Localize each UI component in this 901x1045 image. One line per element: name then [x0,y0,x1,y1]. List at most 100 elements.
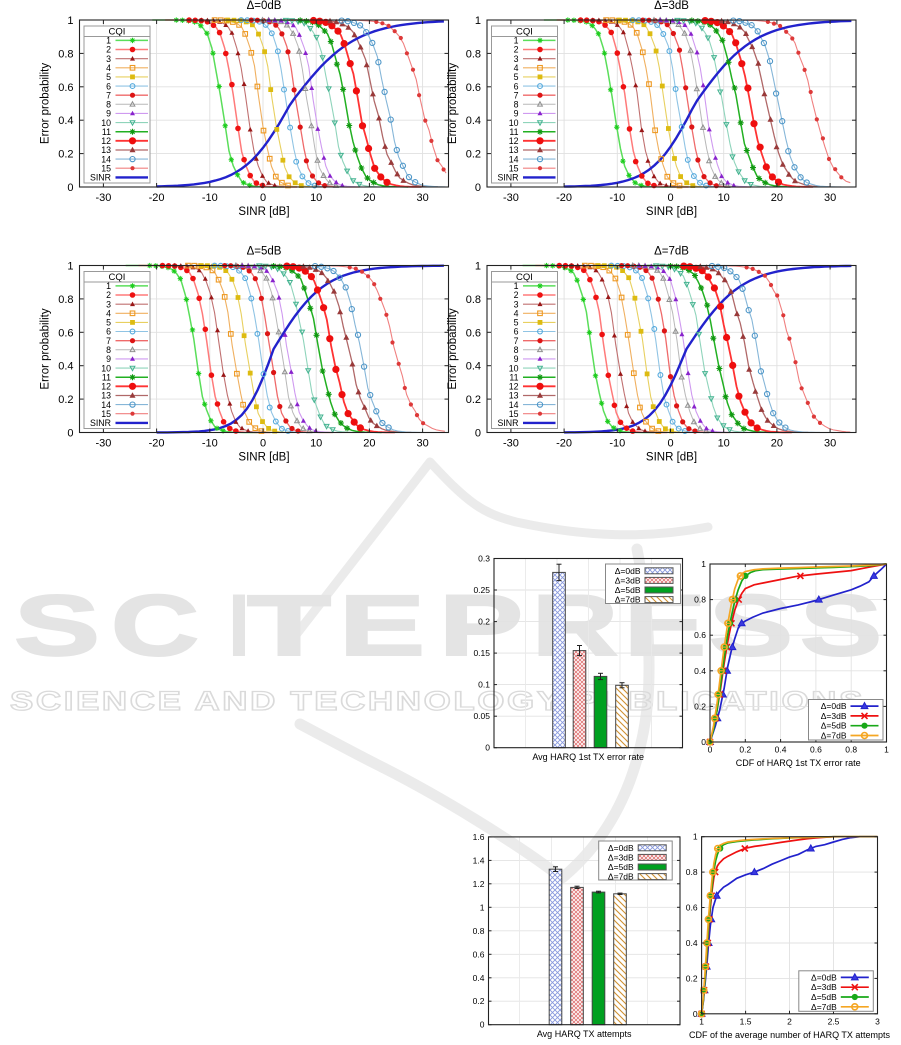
svg-text:-20: -20 [149,438,165,450]
svg-text:15: 15 [101,409,111,419]
svg-text:1: 1 [475,261,481,273]
svg-text:10: 10 [310,192,322,204]
svg-text:1.6: 1.6 [473,832,485,842]
svg-text:Δ=5dB: Δ=5dB [821,721,847,731]
svg-text:Δ=0dB: Δ=0dB [247,0,282,12]
svg-text:12: 12 [509,382,519,392]
svg-text:0.4: 0.4 [775,745,787,755]
svg-text:3: 3 [875,1016,880,1026]
svg-text:11: 11 [509,372,518,382]
svg-text:CQI: CQI [109,27,126,38]
svg-text:Avg HARQ 1st TX error rate: Avg HARQ 1st TX error rate [532,752,644,762]
svg-text:10: 10 [718,192,730,204]
svg-text:0.4: 0.4 [58,361,73,373]
svg-text:-10: -10 [609,192,625,204]
svg-text:1: 1 [514,281,519,291]
svg-text:0.8: 0.8 [845,745,857,755]
svg-text:Δ=7dB: Δ=7dB [811,1002,837,1012]
svg-text:1.4: 1.4 [473,855,485,865]
svg-text:6: 6 [106,81,111,91]
svg-text:8: 8 [106,345,111,355]
svg-text:2: 2 [106,45,111,55]
svg-text:0.2: 0.2 [739,745,751,755]
svg-text:4: 4 [106,63,111,73]
svg-text:SCIENCE AND TECHNOLOGY PUBLICA: SCIENCE AND TECHNOLOGY PUBLICATIONS [10,686,865,716]
svg-text:Δ=0dB: Δ=0dB [811,972,837,982]
svg-text:Avg HARQ TX attempts: Avg HARQ TX attempts [537,1029,632,1039]
svg-text:10: 10 [310,438,322,450]
svg-text:0: 0 [480,1020,485,1030]
svg-text:SINR [dB]: SINR [dB] [238,206,289,218]
svg-text:0: 0 [485,743,490,753]
svg-text:SINR: SINR [497,173,518,183]
svg-text:3: 3 [106,299,111,309]
svg-text:1: 1 [67,261,73,273]
svg-text:Δ=5dB: Δ=5dB [608,862,634,872]
svg-text:7: 7 [106,336,111,346]
svg-text:0.8: 0.8 [686,867,698,877]
svg-text:Error probability: Error probability [447,63,459,144]
svg-text:7: 7 [106,90,111,100]
svg-text:0.25: 0.25 [473,585,490,595]
svg-text:20: 20 [363,438,375,450]
svg-text:0.2: 0.2 [466,394,481,406]
svg-text:S: S [14,578,100,674]
svg-text:0.8: 0.8 [58,294,73,306]
svg-text:30: 30 [824,438,836,450]
svg-text:6: 6 [514,81,519,91]
svg-text:0: 0 [260,438,266,450]
svg-text:0.4: 0.4 [466,115,481,127]
svg-text:0: 0 [693,1009,698,1019]
svg-text:3: 3 [514,299,519,309]
svg-text:0.4: 0.4 [694,666,706,676]
svg-text:Δ=7dB: Δ=7dB [821,731,847,741]
svg-text:Δ=0dB: Δ=0dB [615,566,641,576]
svg-text:-10: -10 [202,438,218,450]
svg-text:14: 14 [509,154,519,164]
svg-text:P: P [439,578,523,674]
svg-text:10: 10 [509,363,519,373]
svg-text:Error probability: Error probability [447,308,459,389]
svg-text:1.2: 1.2 [473,879,485,889]
svg-text:0.4: 0.4 [686,938,698,948]
svg-text:-20: -20 [149,192,165,204]
svg-text:0: 0 [260,192,266,204]
svg-text:1: 1 [884,745,889,755]
svg-text:E: E [339,578,425,674]
svg-text:4: 4 [514,63,519,73]
svg-text:Δ=0dB: Δ=0dB [821,701,847,711]
svg-text:Δ=7dB: Δ=7dB [608,872,634,882]
svg-text:5: 5 [514,318,519,328]
svg-text:CDF of the average number of H: CDF of the average number of HARQ TX att… [689,1030,890,1040]
svg-text:0.8: 0.8 [694,595,706,605]
svg-text:11: 11 [102,127,111,137]
svg-text:-20: -20 [556,438,572,450]
svg-text:0: 0 [667,438,673,450]
svg-text:1.5: 1.5 [740,1016,752,1026]
svg-text:Δ=3dB: Δ=3dB [654,0,689,12]
svg-text:0.6: 0.6 [58,327,73,339]
svg-text:0.2: 0.2 [473,996,485,1006]
svg-text:0.4: 0.4 [466,361,481,373]
svg-text:6: 6 [514,327,519,337]
svg-text:2: 2 [106,290,111,300]
svg-text:10: 10 [718,438,730,450]
svg-text:I: I [229,578,249,674]
svg-text:0.6: 0.6 [58,82,73,94]
svg-text:14: 14 [509,400,519,410]
svg-text:0.2: 0.2 [58,394,73,406]
svg-text:0.2: 0.2 [686,973,698,983]
svg-text:Δ=3dB: Δ=3dB [821,711,847,721]
svg-text:Δ=5dB: Δ=5dB [811,992,837,1002]
svg-text:1: 1 [475,15,481,27]
svg-text:8: 8 [514,100,519,110]
svg-text:Δ=0dB: Δ=0dB [608,843,634,853]
svg-text:1: 1 [106,281,111,291]
svg-text:15: 15 [509,409,519,419]
svg-text:SINR [dB]: SINR [dB] [238,452,289,464]
svg-text:3: 3 [514,54,519,64]
svg-text:T: T [247,578,331,674]
svg-text:0.6: 0.6 [473,949,485,959]
svg-text:4: 4 [106,309,111,319]
svg-text:0: 0 [701,737,706,747]
